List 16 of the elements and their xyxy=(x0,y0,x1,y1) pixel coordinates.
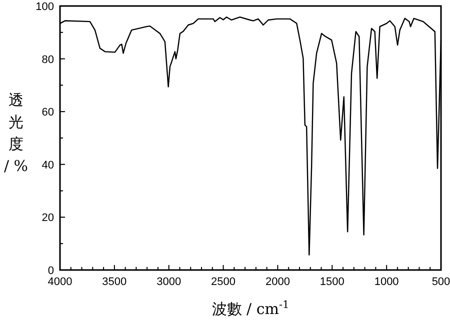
y-tick-label: 40 xyxy=(42,159,54,172)
y-tick-label: 60 xyxy=(42,106,54,119)
x-tick-label: 3500 xyxy=(102,276,127,288)
y-tick-label: 100 xyxy=(36,1,54,13)
x-axis-title: 波數 / cm$^{-1}$ xyxy=(212,299,290,318)
y-tick-label: 20 xyxy=(42,212,54,224)
x-tick-label: 1000 xyxy=(374,276,399,288)
x-tick-label: 2500 xyxy=(211,276,236,288)
x-tick-label: 2000 xyxy=(265,276,290,288)
x-tick-label: 4000 xyxy=(48,276,72,288)
x-tick-label: 500 xyxy=(432,276,450,288)
y-tick-label: 80 xyxy=(42,54,54,66)
x-tick-label: 3000 xyxy=(156,276,182,288)
y-axis-title: 透光度 / % xyxy=(4,91,28,175)
x-tick-label: 1500 xyxy=(320,276,344,288)
y-tick-label: 0 xyxy=(48,265,54,277)
